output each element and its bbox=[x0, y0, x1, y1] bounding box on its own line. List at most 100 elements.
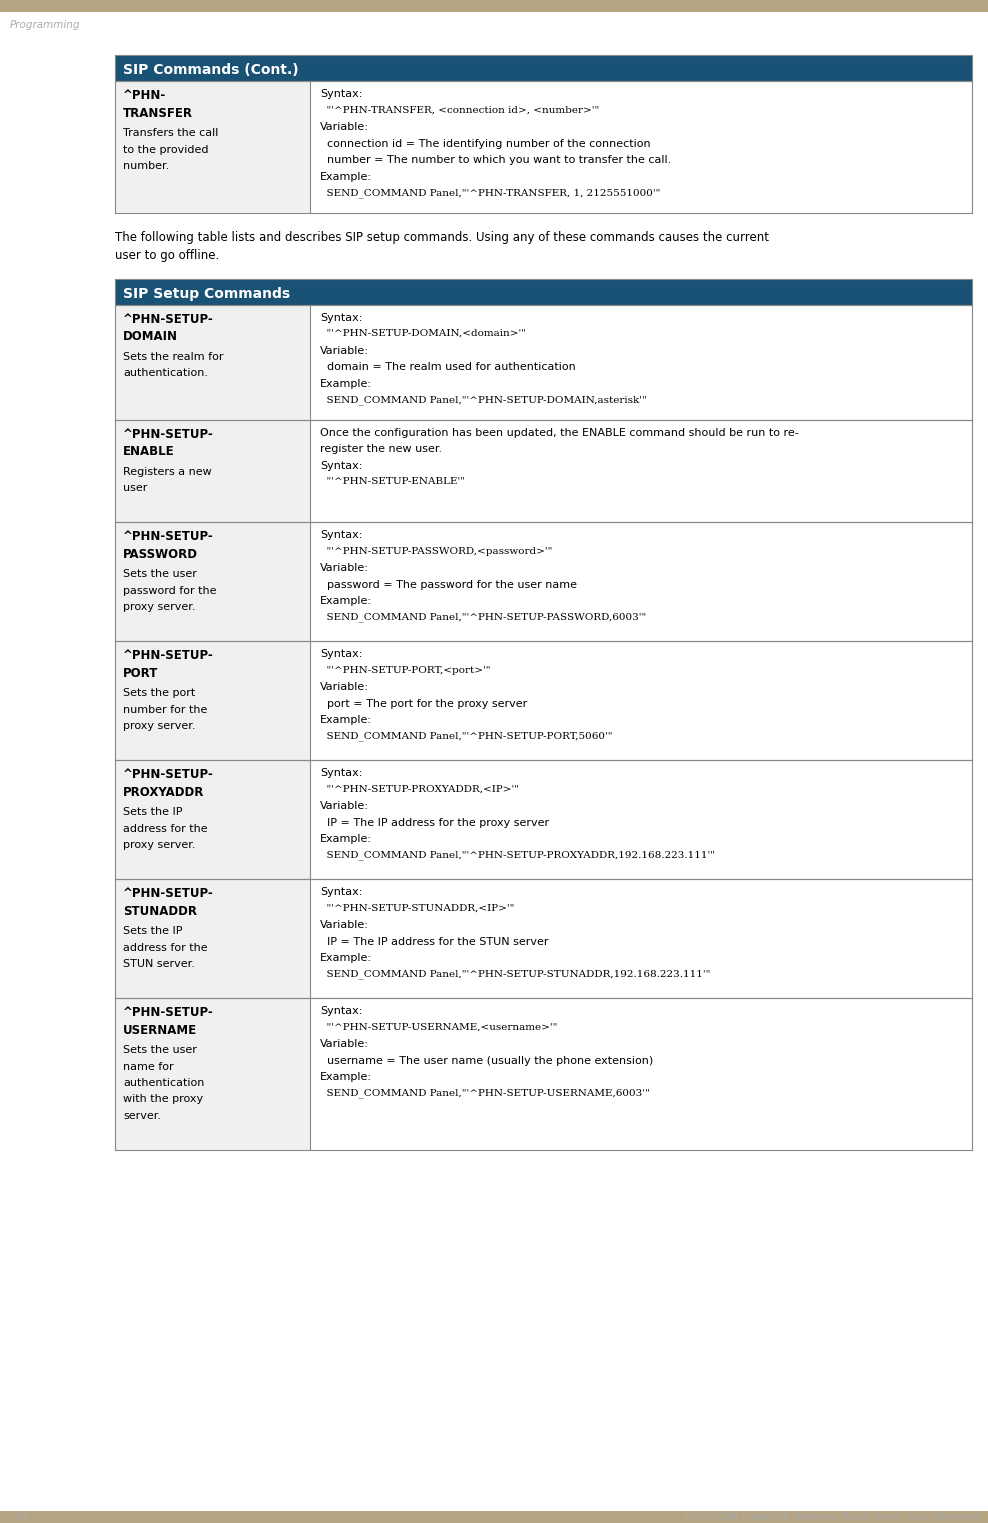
Bar bbox=[310, 522, 972, 641]
Bar bbox=[310, 879, 972, 998]
Text: Syntax:: Syntax: bbox=[320, 88, 363, 99]
Text: ^PHN-SETUP-: ^PHN-SETUP- bbox=[123, 768, 213, 781]
Text: "'^PHN-SETUP-STUNADDR,<IP>'": "'^PHN-SETUP-STUNADDR,<IP>'" bbox=[320, 903, 515, 912]
Bar bbox=[115, 522, 310, 641]
Text: PASSWORD: PASSWORD bbox=[123, 547, 198, 560]
Text: name for: name for bbox=[123, 1062, 174, 1072]
Text: port = The port for the proxy server: port = The port for the proxy server bbox=[320, 699, 528, 708]
Text: ^PHN-SETUP-: ^PHN-SETUP- bbox=[123, 312, 213, 326]
Text: 182: 182 bbox=[10, 1512, 30, 1521]
Text: Sets the IP: Sets the IP bbox=[123, 807, 183, 816]
Text: Sets the port: Sets the port bbox=[123, 688, 196, 698]
Bar bbox=[115, 279, 972, 305]
Text: SEND_COMMAND Panel,"'^PHN-SETUP-PORT,5060'": SEND_COMMAND Panel,"'^PHN-SETUP-PORT,506… bbox=[320, 731, 613, 742]
Text: number = The number to which you want to transfer the call.: number = The number to which you want to… bbox=[320, 155, 671, 164]
Text: password = The password for the user name: password = The password for the user nam… bbox=[320, 579, 577, 589]
Bar bbox=[0, 0, 988, 12]
Text: Example:: Example: bbox=[320, 1072, 372, 1081]
Bar bbox=[310, 760, 972, 879]
Text: Variable:: Variable: bbox=[320, 920, 369, 931]
Text: ^PHN-: ^PHN- bbox=[123, 88, 166, 102]
Text: proxy server.: proxy server. bbox=[123, 841, 196, 850]
Text: TRANSFER: TRANSFER bbox=[123, 107, 193, 119]
Text: Programming: Programming bbox=[10, 20, 80, 30]
Bar bbox=[115, 760, 310, 879]
Text: authentication.: authentication. bbox=[123, 369, 208, 378]
Text: ^PHN-SETUP-: ^PHN-SETUP- bbox=[123, 886, 213, 900]
Text: Syntax:: Syntax: bbox=[320, 768, 363, 778]
Text: ^PHN-SETUP-: ^PHN-SETUP- bbox=[123, 649, 213, 663]
Text: SEND_COMMAND Panel,"'^PHN-SETUP-PROXYADDR,192.168.223.111'": SEND_COMMAND Panel,"'^PHN-SETUP-PROXYADD… bbox=[320, 850, 715, 860]
Text: "'^PHN-SETUP-DOMAIN,<domain>'": "'^PHN-SETUP-DOMAIN,<domain>'" bbox=[320, 329, 526, 338]
Text: STUNADDR: STUNADDR bbox=[123, 905, 197, 917]
Text: proxy server.: proxy server. bbox=[123, 602, 196, 612]
Text: Example:: Example: bbox=[320, 595, 372, 606]
Bar bbox=[115, 419, 310, 522]
Text: Variable:: Variable: bbox=[320, 122, 369, 133]
Text: Transfers the call: Transfers the call bbox=[123, 128, 218, 139]
Text: DOMAIN: DOMAIN bbox=[123, 330, 178, 343]
Text: "'^PHN-SETUP-PROXYADDR,<IP>'": "'^PHN-SETUP-PROXYADDR,<IP>'" bbox=[320, 784, 519, 793]
Text: with the proxy: with the proxy bbox=[123, 1095, 204, 1104]
Text: proxy server.: proxy server. bbox=[123, 720, 196, 731]
Text: SIP Setup Commands: SIP Setup Commands bbox=[123, 286, 290, 300]
Text: Example:: Example: bbox=[320, 953, 372, 963]
Text: connection id = The identifying number of the connection: connection id = The identifying number o… bbox=[320, 139, 651, 149]
Text: server.: server. bbox=[123, 1110, 161, 1121]
Bar bbox=[115, 55, 972, 81]
Bar bbox=[310, 419, 972, 522]
Text: Variable:: Variable: bbox=[320, 564, 369, 573]
Text: Syntax:: Syntax: bbox=[320, 1007, 363, 1016]
Bar bbox=[310, 81, 972, 213]
Bar bbox=[115, 81, 310, 213]
Text: Variable:: Variable: bbox=[320, 682, 369, 691]
Bar bbox=[115, 641, 310, 760]
Text: authentication: authentication bbox=[123, 1078, 205, 1087]
Text: "'^PHN-TRANSFER, <connection id>, <number>'": "'^PHN-TRANSFER, <connection id>, <numbe… bbox=[320, 105, 600, 114]
Text: The following table lists and describes SIP setup commands. Using any of these c: The following table lists and describes … bbox=[115, 230, 769, 244]
Bar bbox=[310, 641, 972, 760]
Bar bbox=[115, 305, 310, 419]
Text: domain = The realm used for authentication: domain = The realm used for authenticati… bbox=[320, 362, 576, 372]
Text: Registers a new: Registers a new bbox=[123, 466, 211, 477]
Bar bbox=[310, 305, 972, 419]
Text: IP = The IP address for the STUN server: IP = The IP address for the STUN server bbox=[320, 937, 548, 946]
Bar bbox=[115, 55, 972, 81]
Text: SIP Commands (Cont.): SIP Commands (Cont.) bbox=[123, 62, 298, 78]
Bar bbox=[0, 1511, 988, 1523]
Text: Syntax:: Syntax: bbox=[320, 530, 363, 541]
Text: SEND_COMMAND Panel,"'^PHN-TRANSFER, 1, 2125551000'": SEND_COMMAND Panel,"'^PHN-TRANSFER, 1, 2… bbox=[320, 187, 660, 198]
Text: PORT: PORT bbox=[123, 667, 158, 679]
Text: Syntax:: Syntax: bbox=[320, 649, 363, 659]
Text: Example:: Example: bbox=[320, 835, 372, 844]
Text: number.: number. bbox=[123, 161, 169, 171]
Text: Variable:: Variable: bbox=[320, 346, 369, 355]
Text: Once the configuration has been updated, the ENABLE command should be run to re-: Once the configuration has been updated,… bbox=[320, 428, 798, 437]
Text: "'^PHN-SETUP-PORT,<port>'": "'^PHN-SETUP-PORT,<port>'" bbox=[320, 666, 490, 675]
Text: Syntax:: Syntax: bbox=[320, 460, 363, 471]
Text: Sets the user: Sets the user bbox=[123, 570, 197, 579]
Text: Sets the user: Sets the user bbox=[123, 1045, 197, 1055]
Text: Syntax:: Syntax: bbox=[320, 886, 363, 897]
Text: SEND_COMMAND Panel,"'^PHN-SETUP-PASSWORD,6003'": SEND_COMMAND Panel,"'^PHN-SETUP-PASSWORD… bbox=[320, 612, 646, 623]
Text: Sets the realm for: Sets the realm for bbox=[123, 352, 223, 361]
Text: address for the: address for the bbox=[123, 824, 207, 833]
Text: number for the: number for the bbox=[123, 705, 207, 714]
Bar bbox=[115, 879, 310, 998]
Text: Sets the IP: Sets the IP bbox=[123, 926, 183, 937]
Text: ^PHN-SETUP-: ^PHN-SETUP- bbox=[123, 428, 213, 440]
Text: Example:: Example: bbox=[320, 714, 372, 725]
Text: IP = The IP address for the proxy server: IP = The IP address for the proxy server bbox=[320, 818, 549, 827]
Text: ^PHN-SETUP-: ^PHN-SETUP- bbox=[123, 530, 213, 544]
Text: PROXYADDR: PROXYADDR bbox=[123, 786, 205, 798]
Text: SEND_COMMAND Panel,"'^PHN-SETUP-STUNADDR,192.168.223.111'": SEND_COMMAND Panel,"'^PHN-SETUP-STUNADDR… bbox=[320, 970, 710, 979]
Text: register the new user.: register the new user. bbox=[320, 445, 442, 454]
Bar bbox=[310, 998, 972, 1150]
Text: username = The user name (usually the phone extension): username = The user name (usually the ph… bbox=[320, 1055, 653, 1066]
Text: USERNAME: USERNAME bbox=[123, 1023, 198, 1037]
Text: MVP-9000i Modero® Wireless Touch Panel with Intercom: MVP-9000i Modero® Wireless Touch Panel w… bbox=[684, 1512, 978, 1521]
Text: Variable:: Variable: bbox=[320, 1039, 369, 1049]
Text: ^PHN-SETUP-: ^PHN-SETUP- bbox=[123, 1007, 213, 1019]
Bar bbox=[115, 998, 310, 1150]
Text: user: user bbox=[123, 483, 147, 493]
